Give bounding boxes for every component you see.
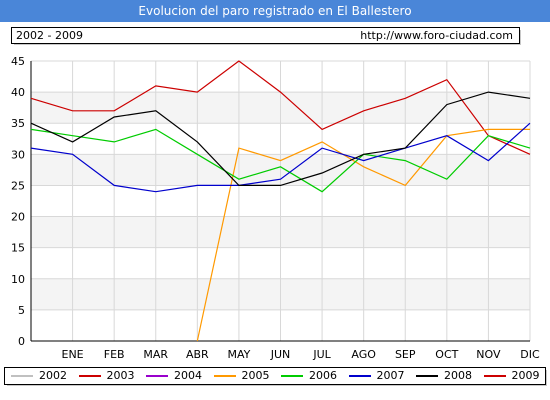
series-line-2006 xyxy=(30,128,531,193)
x-tick-label: ENE xyxy=(62,348,84,361)
y-tick-label: 15 xyxy=(11,242,25,255)
y-tick-label: 20 xyxy=(11,211,25,224)
legend-swatch xyxy=(146,375,168,377)
x-tick-label: JUN xyxy=(270,348,291,361)
x-tick-label: FEB xyxy=(104,348,125,361)
series-line-2005 xyxy=(196,128,530,342)
legend-swatch xyxy=(416,375,438,377)
y-tick-label: 40 xyxy=(11,86,25,99)
legend-label: 2009 xyxy=(511,369,540,382)
source-url[interactable]: http://www.foro-ciudad.com xyxy=(360,29,513,42)
legend-label: 2007 xyxy=(376,369,405,382)
y-tick-label: 5 xyxy=(18,304,25,317)
x-tick-label: ABR xyxy=(186,348,209,361)
legend-label: 2003 xyxy=(106,369,135,382)
y-tick-label: 0 xyxy=(18,335,25,348)
x-tick-label: JUL xyxy=(312,348,331,361)
legend-swatch xyxy=(11,375,33,377)
year-range: 2002 - 2009 xyxy=(16,29,83,42)
x-tick-label: AGO xyxy=(351,348,376,361)
legend-swatch xyxy=(213,375,236,377)
x-tick-label: MAY xyxy=(227,348,250,361)
series-line-2007 xyxy=(30,122,531,193)
legend-swatch xyxy=(78,375,101,377)
legend: 2002 2003 2004 2005 2006 2007 2008 2009 xyxy=(4,367,546,385)
legend-swatch xyxy=(281,375,303,377)
series-line-2003 xyxy=(30,60,531,155)
legend-swatch xyxy=(483,375,506,377)
y-tick-label: 45 xyxy=(11,55,25,68)
y-tick-label: 25 xyxy=(11,179,25,192)
x-tick-label: MAR xyxy=(143,348,168,361)
series-line-2008 xyxy=(30,91,531,186)
x-tick-label: NOV xyxy=(476,348,501,361)
y-tick-label: 30 xyxy=(11,148,25,161)
legend-label: 2004 xyxy=(174,369,202,382)
y-tick-label: 35 xyxy=(11,117,25,130)
info-box: 2002 - 2009 http://www.foro-ciudad.com xyxy=(11,27,520,44)
legend-label: 2005 xyxy=(241,369,270,382)
y-tick-label: 10 xyxy=(11,273,25,286)
x-tick-label: SEP xyxy=(395,348,416,361)
chart-title: Evolucion del paro registrado en El Ball… xyxy=(0,0,550,22)
legend-label: 2006 xyxy=(309,369,337,382)
x-tick-label: OCT xyxy=(435,348,458,361)
x-tick-label: DIC xyxy=(520,348,540,361)
legend-swatch xyxy=(348,375,371,377)
legend-label: 2008 xyxy=(444,369,472,382)
legend-label: 2002 xyxy=(39,369,67,382)
